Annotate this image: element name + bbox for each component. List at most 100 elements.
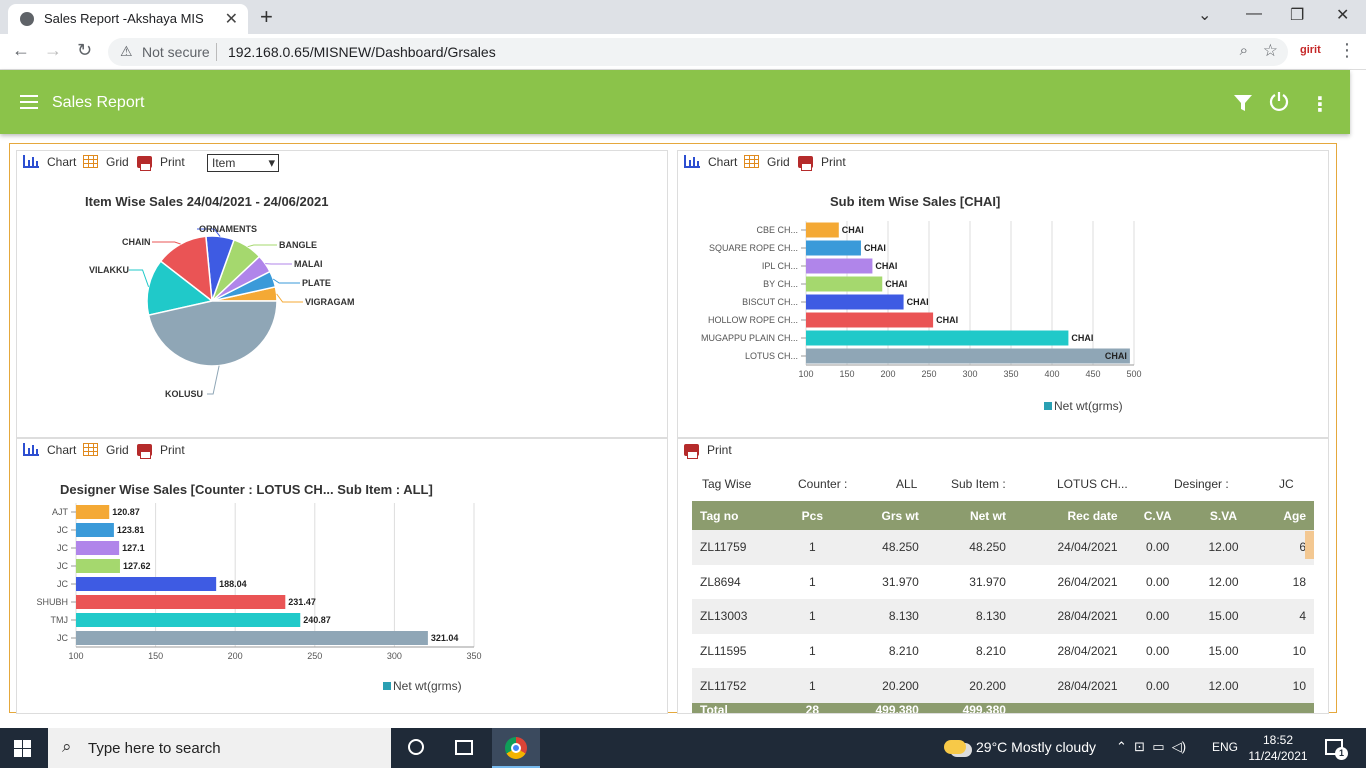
bar[interactable] xyxy=(806,312,934,328)
security-label: Not secure xyxy=(142,44,210,60)
table-row[interactable]: ZL11595 1 8.210 8.210 28/04/2021 0.00 15.00 10 xyxy=(692,634,1314,669)
reload-icon[interactable]: ↻ xyxy=(77,40,93,60)
bar[interactable] xyxy=(806,276,883,292)
bar[interactable] xyxy=(806,294,904,310)
table-row[interactable]: ZL11759 1 48.250 48.250 24/04/2021 0.00 12.00 6 xyxy=(692,530,1314,565)
power-icon[interactable] xyxy=(1268,90,1290,112)
print-label: Print xyxy=(821,155,846,169)
new-tab-button[interactable]: + xyxy=(260,4,273,29)
back-icon[interactable]: ← xyxy=(12,40,30,60)
print-button[interactable]: Print xyxy=(137,155,185,171)
print-label: Print xyxy=(160,155,185,169)
windows-start-icon[interactable] xyxy=(14,740,31,757)
menu-icon[interactable] xyxy=(20,95,38,109)
bar[interactable] xyxy=(76,631,428,645)
column-header[interactable]: Age xyxy=(1257,501,1314,530)
extension-icon[interactable]: girit xyxy=(1300,44,1321,56)
close-window-button[interactable]: ✕ xyxy=(1336,7,1350,24)
table-scrollbar-thumb[interactable] xyxy=(1305,531,1314,559)
column-header[interactable]: Pcs xyxy=(784,501,840,530)
bar[interactable] xyxy=(76,559,120,573)
close-tab-icon[interactable]: ✕ xyxy=(224,11,238,28)
table-row[interactable]: ZL13003 1 8.130 8.130 28/04/2021 0.00 15.00 4 xyxy=(692,599,1314,634)
pie-slice[interactable] xyxy=(147,300,278,367)
column-header[interactable]: Net wt xyxy=(926,501,1014,530)
task-view-icon[interactable] xyxy=(455,740,473,755)
clock[interactable]: 18:52 11/24/2021 xyxy=(1248,732,1308,764)
bar[interactable] xyxy=(806,330,1069,346)
table-cell: 0.00 xyxy=(1125,668,1190,703)
tab-search-icon[interactable]: ⌄ xyxy=(1198,7,1212,24)
bar-data-label: 188.04 xyxy=(219,579,247,589)
bar-data-label: 120.87 xyxy=(112,507,140,517)
bar[interactable] xyxy=(806,348,1130,364)
url-text[interactable]: 192.168.0.65/MISNEW/Dashboard/Grsales xyxy=(228,44,496,60)
table-cell: 8.210 xyxy=(888,644,919,659)
restore-button[interactable]: ❐ xyxy=(1290,7,1305,24)
browser-tab[interactable]: Sales Report -Akshaya MIS ✕ xyxy=(8,4,248,34)
bar[interactable] xyxy=(806,258,873,274)
bar-data-label: 127.62 xyxy=(123,561,151,571)
zoom-icon[interactable]: ⌕ xyxy=(1239,42,1248,59)
chart-button[interactable]: Chart xyxy=(23,443,76,457)
print-button[interactable]: Print xyxy=(684,443,732,459)
bar[interactable] xyxy=(76,613,301,627)
y-tick-label: TMJ xyxy=(51,615,69,625)
print-button[interactable]: Print xyxy=(798,155,846,171)
bar[interactable] xyxy=(76,505,110,519)
minimize-button[interactable]: — xyxy=(1246,5,1262,22)
chart-button[interactable]: Chart xyxy=(23,155,76,169)
table-cell: ZL8694 xyxy=(700,574,741,589)
chrome-taskbar-button[interactable] xyxy=(492,728,540,768)
bar[interactable] xyxy=(76,541,120,555)
item-select[interactable]: Item xyxy=(207,154,279,172)
column-header[interactable]: Tag no xyxy=(692,501,785,530)
chart-label: Chart xyxy=(47,443,77,457)
taskbar-search-box[interactable]: ⌕ Type here to search xyxy=(48,728,391,768)
table-cell: 1 xyxy=(784,530,840,565)
table-cell: 31.970 xyxy=(882,574,919,589)
pie-slice[interactable] xyxy=(146,260,214,317)
table-row[interactable]: ZL11752 1 20.200 20.200 28/04/2021 0.00 12.00 1… xyxy=(692,668,1314,703)
cortana-icon[interactable] xyxy=(408,739,424,755)
table-cell: 0.00 xyxy=(1145,574,1170,589)
more-options-icon[interactable]: ⋮ xyxy=(1310,94,1330,116)
chart-button[interactable]: Chart xyxy=(684,155,737,169)
bar[interactable] xyxy=(76,595,286,609)
grid-button[interactable]: Grid xyxy=(744,155,790,169)
address-bar[interactable]: ⚠ Not secure 192.168.0.65/MISNEW/Dashboa… xyxy=(108,38,1288,66)
print-button[interactable]: Print xyxy=(137,443,185,459)
chart-label: Chart xyxy=(708,155,738,169)
grid-button[interactable]: Grid xyxy=(83,155,129,169)
language-indicator[interactable]: ENG xyxy=(1212,740,1239,754)
subitem-label: Sub Item : xyxy=(951,477,1006,491)
pie-connector xyxy=(129,269,150,287)
table-cell: 8.130 xyxy=(926,599,1014,634)
filter-icon[interactable] xyxy=(1233,93,1253,113)
pie-label: CHAIN xyxy=(122,237,151,247)
browser-tabbar: Sales Report -Akshaya MIS ✕ + ⌄ — ❐ ✕ xyxy=(0,0,1366,34)
table-cell: 28/04/2021 xyxy=(1057,644,1118,659)
x-tick-label: 400 xyxy=(1044,369,1059,379)
column-header[interactable]: S.VA xyxy=(1189,501,1258,530)
bar[interactable] xyxy=(76,577,217,591)
column-header[interactable]: Grs wt xyxy=(839,501,927,530)
column-header[interactable]: C.VA xyxy=(1125,501,1190,530)
table-row[interactable]: ZL8694 1 31.970 31.970 26/04/2021 0.00 12.00 18 xyxy=(692,565,1314,600)
bar[interactable] xyxy=(806,240,861,256)
system-tray-icons[interactable]: ⌃ ⊡ ▭ ◁) xyxy=(1116,739,1187,754)
y-tick-label: JC xyxy=(57,525,69,535)
forward-icon[interactable]: → xyxy=(44,40,62,60)
designer-chart-title: Designer Wise Sales [Counter : LOTUS CH.… xyxy=(60,482,433,497)
column-header[interactable]: Rec date xyxy=(1013,501,1126,530)
browser-menu-icon[interactable]: ⋮ xyxy=(1338,40,1356,60)
footer-cell xyxy=(1125,702,1190,713)
bar[interactable] xyxy=(806,222,839,238)
notification-icon[interactable]: 1 xyxy=(1325,739,1348,760)
grid-button[interactable]: Grid xyxy=(83,443,129,457)
table-cell: 12.00 xyxy=(1189,530,1258,565)
bookmark-star-icon[interactable]: ☆ xyxy=(1262,41,1278,60)
grid-icon xyxy=(744,155,759,168)
weather-widget[interactable]: 29°C Mostly cloudy xyxy=(944,739,1096,755)
bar[interactable] xyxy=(76,523,114,537)
